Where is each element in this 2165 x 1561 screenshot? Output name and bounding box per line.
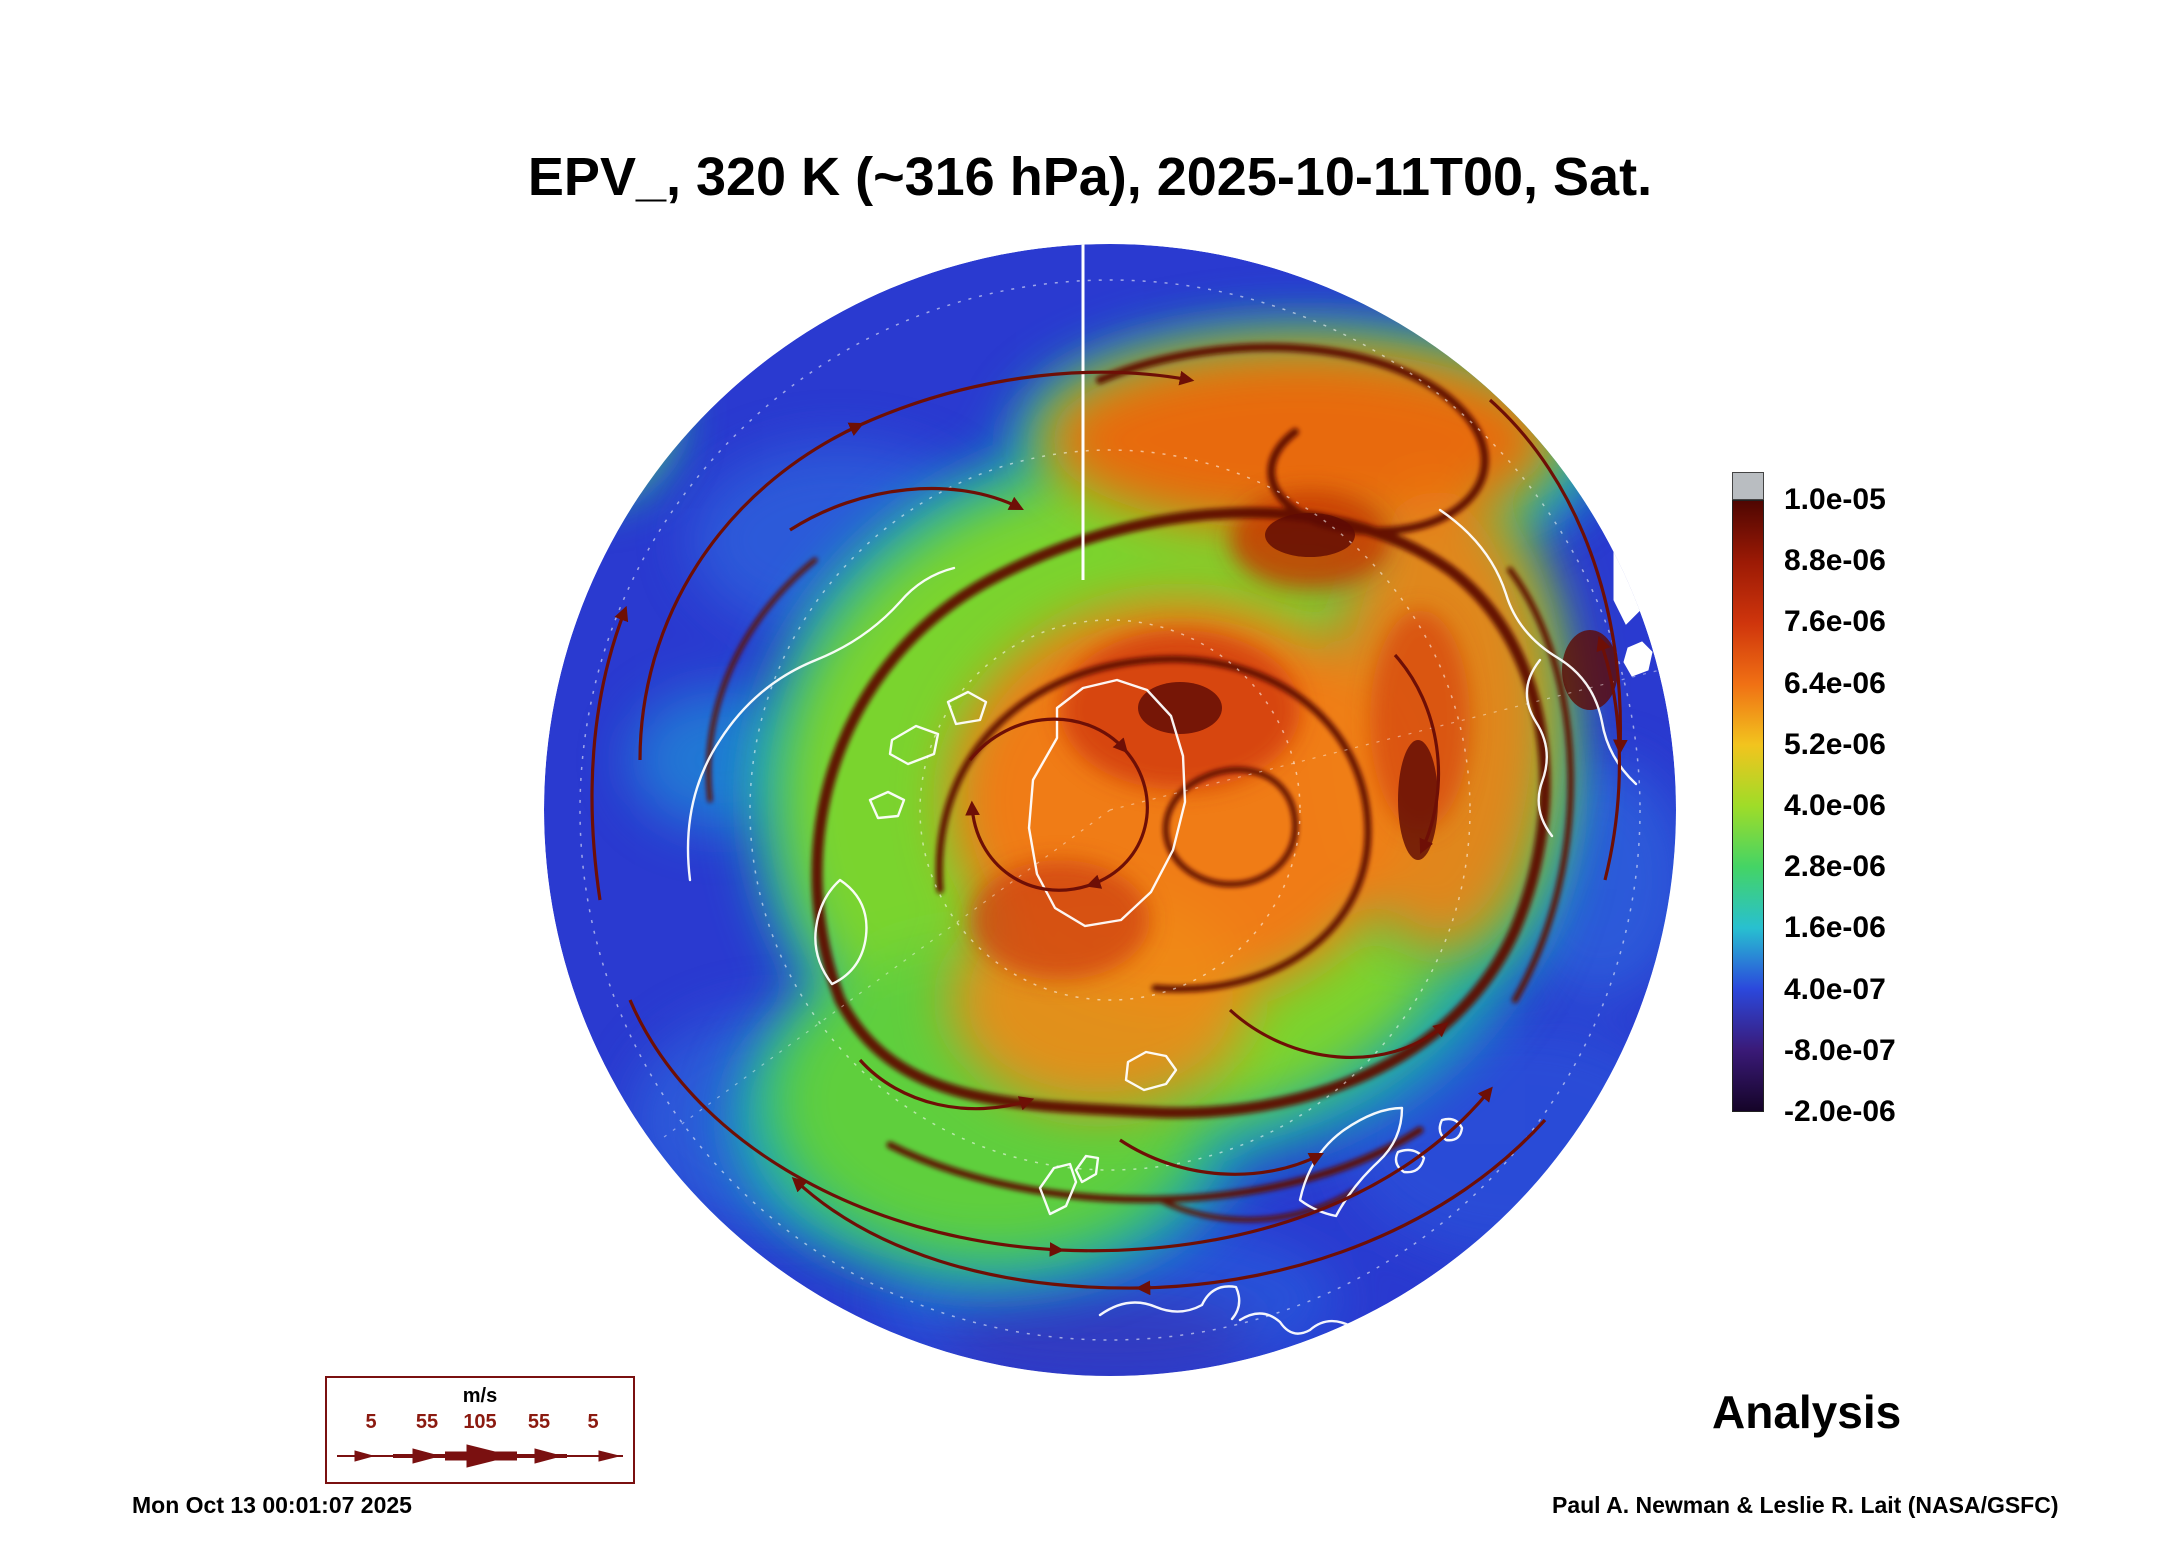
wind-legend-value: 105 bbox=[463, 1411, 496, 1433]
colorbar-gradient bbox=[1732, 500, 1764, 1112]
colorbar-tick-label: 5.2e-06 bbox=[1784, 727, 1886, 761]
colorbar-tick-label: 4.0e-07 bbox=[1784, 972, 1886, 1006]
wind-legend-value: 55 bbox=[416, 1411, 438, 1433]
colorbar-tick-label: -8.0e-07 bbox=[1784, 1033, 1896, 1067]
wind-legend-arrows bbox=[337, 1444, 623, 1468]
colorbar-tick-label: 6.4e-06 bbox=[1784, 666, 1886, 700]
credit-line: Paul A. Newman & Leslie R. Lait (NASA/GS… bbox=[1552, 1492, 2059, 1518]
epv-globe-svg bbox=[544, 244, 1676, 1376]
globe-map bbox=[540, 240, 1680, 1380]
colorbar-overflow-cap bbox=[1732, 472, 1764, 500]
wind-streamlines bbox=[590, 370, 1628, 1296]
plot-title: EPV_, 320 K (~316 hPa), 2025-10-11T00, S… bbox=[527, 147, 1653, 207]
wind-arrow-icon bbox=[354, 1450, 375, 1462]
colorbar-tick-label: 2.8e-06 bbox=[1784, 850, 1886, 884]
wind-arrow-icon bbox=[466, 1444, 512, 1468]
analysis-label: Analysis bbox=[1712, 1386, 1902, 1438]
wind-arrow-icon bbox=[534, 1448, 563, 1464]
colorbar-tick-label: 1.0e-05 bbox=[1784, 483, 1886, 516]
wind-legend-value: 55 bbox=[528, 1411, 550, 1433]
colorbar-labels: 1.0e-05 8.8e-06 7.6e-06 6.4e-06 5.2e-06 … bbox=[1784, 485, 1896, 1127]
wind-legend-value: 5 bbox=[365, 1411, 376, 1433]
epv-blue-mottling bbox=[630, 400, 1676, 1376]
wind-legend-value: 5 bbox=[587, 1411, 598, 1433]
colorbar-tick-label: 1.6e-06 bbox=[1784, 911, 1886, 945]
epv-dark-blobs bbox=[1138, 513, 1618, 860]
wind-arrow-icon bbox=[598, 1450, 620, 1462]
wind-legend-svg: m/s 5 55 105 55 5 bbox=[337, 1385, 623, 1468]
colorbar-tick-label: 4.0e-06 bbox=[1784, 788, 1886, 822]
wind-legend-values: 5 55 105 55 5 bbox=[365, 1411, 598, 1433]
colorbar-tick-label: 7.6e-06 bbox=[1784, 605, 1886, 639]
generation-timestamp: Mon Oct 13 00:01:07 2025 bbox=[132, 1492, 412, 1518]
colorbar-tick-label: 8.8e-06 bbox=[1784, 544, 1886, 578]
colorbar-tick-label: -2.0e-06 bbox=[1784, 1094, 1896, 1128]
wind-arrow-icon bbox=[412, 1448, 441, 1464]
wind-legend-unit: m/s bbox=[463, 1385, 497, 1407]
wind-speed-legend: m/s 5 55 105 55 5 bbox=[325, 1376, 635, 1484]
